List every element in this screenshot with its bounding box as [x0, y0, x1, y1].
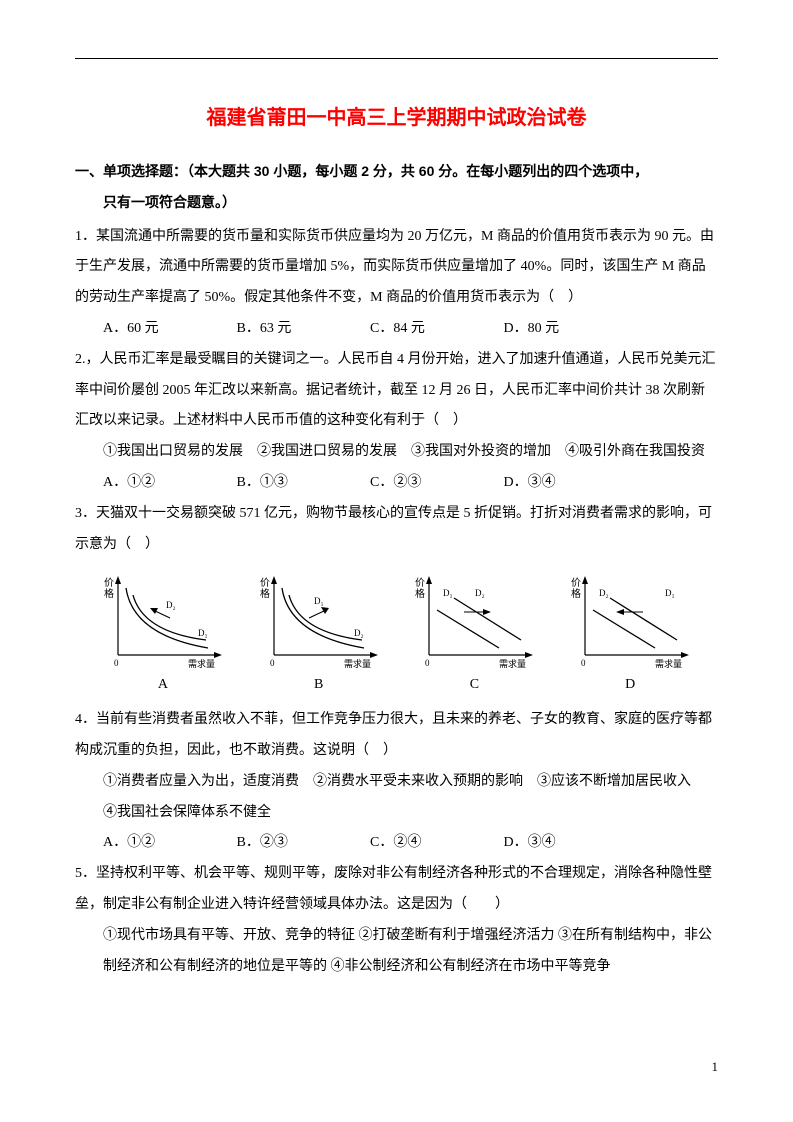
svg-text:需求量: 需求量	[499, 658, 526, 669]
svg-text:0: 0	[270, 658, 275, 668]
question-4-options: A．①② B．②③ C．②④ D．③④	[75, 828, 718, 859]
question-1-options: A．60 元 B．63 元 C．84 元 D．80 元	[75, 314, 718, 345]
label-b: B	[249, 670, 389, 701]
section-header-line2: 只有一项符合题意。）	[75, 187, 718, 218]
svg-text:0: 0	[425, 658, 430, 668]
header-rule	[75, 58, 718, 59]
svg-text:价: 价	[104, 577, 114, 589]
question-3-labels: A B C D	[75, 670, 718, 701]
svg-text:0: 0	[581, 658, 586, 668]
section-header-line1: 一、单项选择题：（本大题共 30 小题，每小题 2 分，共 60 分。在每小题列…	[75, 156, 718, 187]
graph-d: D₂ D₁ 价 格 0 需求量	[560, 570, 700, 670]
svg-text:格: 格	[415, 587, 425, 600]
opt-a: A．60 元	[103, 314, 233, 345]
svg-text:格: 格	[571, 587, 581, 600]
chart-b-icon: D₁ D₂ 价 格 0 需求量	[254, 570, 384, 670]
chart-d-icon: D₂ D₁ 价 格 0 需求量	[565, 570, 695, 670]
svg-text:0: 0	[114, 658, 119, 668]
graph-a: D₂ D₁ 价 格 0 需求量	[93, 570, 233, 670]
opt-c: C．②④	[370, 828, 500, 859]
question-3-text: 3．天猫双十一交易额突破 571 亿元，购物节最核心的宣传点是 5 折促销。打折…	[75, 499, 718, 561]
svg-text:价: 价	[415, 577, 425, 589]
opt-a: A．①②	[103, 468, 233, 499]
question-5: 5．坚持权利平等、机会平等、规则平等，废除对非公有制经济各种形式的不合理规定，消…	[75, 859, 718, 982]
opt-a: A．①②	[103, 828, 233, 859]
question-3-graphs: D₂ D₁ 价 格 0 需求量 D₁ D₂ 价 格	[75, 570, 718, 670]
svg-text:需求量: 需求量	[655, 658, 682, 669]
svg-text:需求量: 需求量	[188, 658, 215, 669]
opt-b: B．①③	[237, 468, 367, 499]
question-2-sub: ①我国出口贸易的发展 ②我国进口贸易的发展 ③我国对外投资的增加 ④吸引外商在我…	[75, 437, 718, 468]
question-4-sub: ①消费者应量入为出，适度消费 ②消费水平受未来收入预期的影响 ③应该不断增加居民…	[75, 767, 718, 829]
opt-b: B．②③	[237, 828, 367, 859]
question-5-text: 5．坚持权利平等、机会平等、规则平等，废除对非公有制经济各种形式的不合理规定，消…	[75, 859, 718, 921]
svg-text:D₂: D₂	[166, 600, 176, 610]
label-c: C	[404, 670, 544, 701]
question-5-sub: ①现代市场具有平等、开放、竞争的特征 ②打破垄断有利于增强经济活力 ③在所有制结…	[75, 921, 718, 983]
page-number: 1	[712, 1053, 719, 1082]
page-title: 福建省莆田一中高三上学期期中试政治试卷	[75, 96, 718, 140]
opt-c: C．②③	[370, 468, 500, 499]
svg-text:D₁: D₁	[443, 588, 453, 598]
question-1-text: 1．某国流通中所需要的货币量和实际货币供应量均为 20 万亿元，M 商品的价值用…	[75, 222, 718, 314]
opt-d: D．③④	[504, 828, 634, 859]
svg-text:D₁: D₁	[198, 628, 208, 638]
label-d: D	[560, 670, 700, 701]
question-3: 3．天猫双十一交易额突破 571 亿元，购物节最核心的宣传点是 5 折促销。打折…	[75, 499, 718, 701]
opt-d: D．80 元	[504, 314, 634, 345]
svg-text:D₁: D₁	[665, 588, 675, 598]
graph-c: D₁ D₂ 价 格 0 需求量	[404, 570, 544, 670]
graph-b: D₁ D₂ 价 格 0 需求量	[249, 570, 389, 670]
svg-text:需求量: 需求量	[344, 658, 371, 669]
svg-text:格: 格	[104, 587, 114, 600]
svg-text:价: 价	[260, 577, 270, 589]
question-4-text: 4．当前有些消费者虽然收入不菲，但工作竞争压力很大，且未来的养老、子女的教育、家…	[75, 705, 718, 767]
svg-text:价: 价	[571, 577, 581, 589]
svg-text:D₂: D₂	[599, 588, 609, 598]
opt-b: B．63 元	[237, 314, 367, 345]
svg-text:D₂: D₂	[354, 628, 364, 638]
label-a: A	[93, 670, 233, 701]
chart-a-icon: D₂ D₁ 价 格 0 需求量	[98, 570, 228, 670]
svg-text:格: 格	[260, 587, 270, 600]
question-2-options: A．①② B．①③ C．②③ D．③④	[75, 468, 718, 499]
question-4: 4．当前有些消费者虽然收入不菲，但工作竞争压力很大，且未来的养老、子女的教育、家…	[75, 705, 718, 859]
chart-c-icon: D₁ D₂ 价 格 0 需求量	[409, 570, 539, 670]
question-2: 2.，人民币汇率是最受瞩目的关键词之一。人民币自 4 月份开始，进入了加速升值通…	[75, 345, 718, 499]
svg-text:D₁: D₁	[314, 596, 324, 606]
svg-text:D₂: D₂	[475, 588, 485, 598]
question-2-text: 2.，人民币汇率是最受瞩目的关键词之一。人民币自 4 月份开始，进入了加速升值通…	[75, 345, 718, 437]
opt-c: C．84 元	[370, 314, 500, 345]
section-header: 一、单项选择题：（本大题共 30 小题，每小题 2 分，共 60 分。在每小题列…	[75, 156, 718, 218]
opt-d: D．③④	[504, 468, 634, 499]
question-1: 1．某国流通中所需要的货币量和实际货币供应量均为 20 万亿元，M 商品的价值用…	[75, 222, 718, 345]
